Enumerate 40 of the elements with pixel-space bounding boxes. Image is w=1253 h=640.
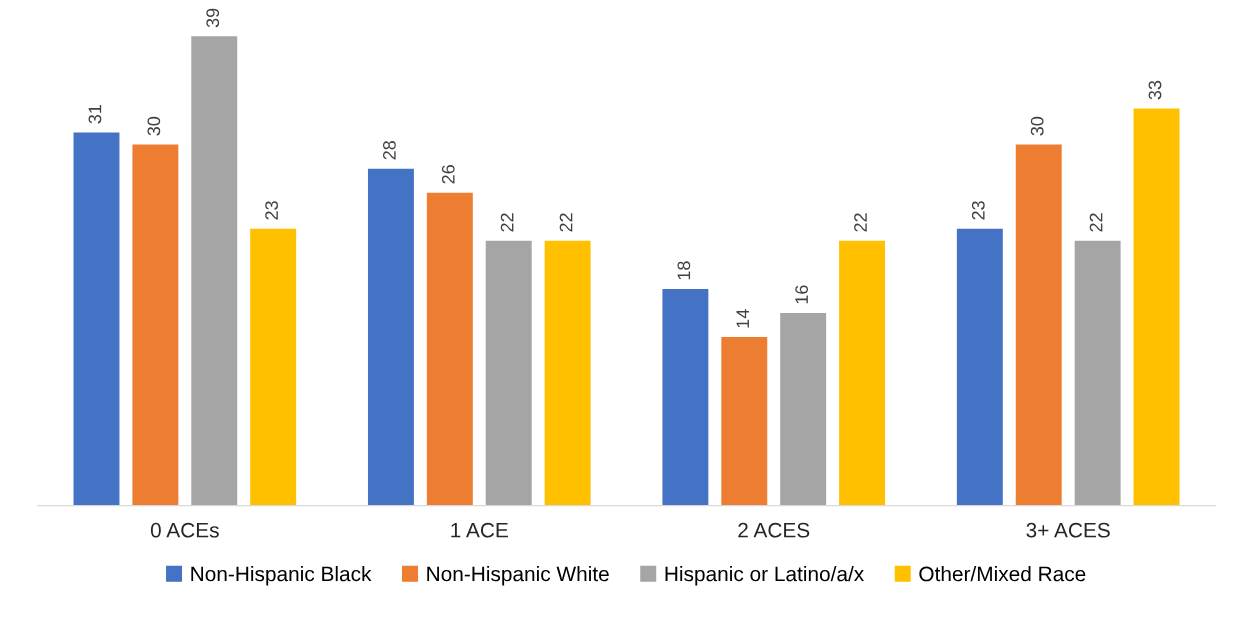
data-label: 18 [677, 261, 691, 280]
bar [485, 240, 532, 506]
bar [367, 168, 414, 506]
x-tick-label: 3+ ACES [1026, 522, 1110, 538]
legend-label: Hispanic or Latino/a/x [665, 565, 864, 586]
data-label: 39 [206, 8, 220, 28]
bar [839, 240, 886, 506]
bar [250, 228, 297, 506]
data-label: 22 [559, 213, 573, 232]
data-label: 33 [1148, 80, 1162, 100]
data-label: 16 [795, 285, 809, 304]
data-label: 14 [736, 309, 749, 328]
bar [662, 288, 709, 506]
bar [544, 240, 591, 506]
bar [73, 132, 120, 506]
bar [1015, 144, 1062, 506]
x-tick-label: 2 ACES [738, 522, 810, 538]
bar [191, 36, 238, 506]
x-tick-label: 0 ACEs [150, 522, 219, 538]
bar [426, 192, 473, 506]
data-label: 22 [500, 213, 514, 232]
bar [780, 313, 827, 506]
bar [132, 144, 179, 506]
data-label: 23 [265, 201, 278, 220]
data-label: 30 [147, 116, 161, 136]
legend-label: Other/Mixed Race [919, 565, 1086, 582]
data-label: 26 [441, 165, 455, 184]
legend-label: Non-Hispanic Black [191, 565, 372, 586]
data-label: 22 [854, 213, 867, 232]
bar [1133, 108, 1180, 506]
data-label: 23 [971, 201, 985, 220]
data-label: 30 [1030, 116, 1044, 136]
bar [956, 228, 1003, 506]
bar [721, 337, 768, 506]
data-label: 28 [383, 141, 396, 160]
x-tick-label: 1 ACE [451, 522, 508, 538]
data-label: 22 [1089, 213, 1103, 232]
bar [1074, 240, 1121, 506]
data-label: 31 [88, 105, 102, 124]
legend-label: Non-Hispanic White [427, 565, 609, 586]
